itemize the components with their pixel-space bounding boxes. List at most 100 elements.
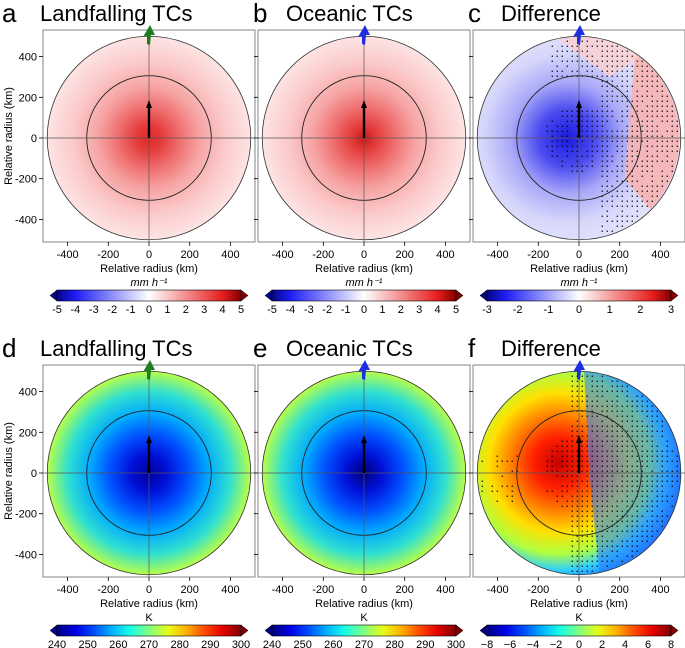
panel-letter: f [468,333,476,363]
x-tick-label: 400 [651,249,669,261]
y-tick-label: 0 [31,133,37,145]
significance-stippling [546,40,678,232]
colorbar-tick-label: 0 [146,304,152,316]
colorbar-tick-label: -2 [513,304,523,316]
colorbar-tick-label: 290 [416,639,434,648]
x-tick-label: -200 [527,249,549,261]
y-axis-label: Relative radius (km) [3,422,15,520]
colorbar-tick-label: 3 [668,304,674,316]
colorbar-tick-label: -5 [52,304,62,316]
x-tick-label: 200 [181,584,199,596]
colorbar-unit: mm h⁻¹ [346,277,383,289]
colorbar-tick-label: 2 [637,304,643,316]
panel-title: Difference [501,1,601,26]
x-tick-label: -200 [97,584,119,596]
colorbar [486,289,672,302]
panel-letter: b [253,0,267,28]
panel-d: -400 -200 0 200 400 Relative radius (km) 400 20… [2,333,256,648]
shear-vector-head [361,100,367,108]
x-axis-label: Relative radius (km) [530,263,628,275]
x-axis-label: Relative radius (km) [315,598,413,610]
y-tick-label: 400 [19,52,37,64]
colorbar-tick-label: −6 [504,639,517,648]
colorbar-tick-label: 250 [78,639,96,648]
colorbar-tick-label: 1 [164,304,170,316]
colorbar-right-extend [670,624,679,637]
colorbar [271,624,457,637]
storm-motion-arrow-icon [143,360,155,380]
x-tick-label: 200 [611,249,629,261]
colorbar-tick-label: 4 [622,639,628,648]
panel-title: Landfalling TCs [40,1,192,26]
x-tick-label: -400 [272,249,294,261]
shear-vector-head [576,435,582,443]
x-tick-label: 400 [651,584,669,596]
x-tick-label: -400 [57,584,79,596]
colorbar-left-extend [479,289,488,302]
colorbar-tick-label: 8 [668,639,674,648]
y-tick-label: 200 [19,427,37,439]
colorbar-left-extend [264,624,273,637]
panel-letter: a [2,0,17,28]
colorbar-tick-label: 270 [355,639,373,648]
panel-title: Oceanic TCs [286,336,413,361]
colorbar-tick-label: -3 [89,304,99,316]
x-tick-label: -400 [487,584,509,596]
x-tick-label: 0 [361,584,367,596]
x-tick-label: 200 [396,584,414,596]
y-tick-label: -200 [15,174,37,186]
x-tick-label: 0 [146,249,152,261]
colorbar-tick-label: 270 [140,639,158,648]
shear-vector-head [576,100,582,108]
colorbar-tick-label: 290 [201,639,219,648]
x-tick-label: -400 [272,584,294,596]
x-tick-label: 400 [436,584,454,596]
colorbar-tick-label: 4 [220,304,226,316]
colorbar-unit: K [145,612,153,624]
shear-vector-head [361,435,367,443]
colorbar-tick-label: 3 [201,304,207,316]
colorbar-tick-label: 2 [183,304,189,316]
colorbar-tick-label: -1 [543,304,553,316]
colorbar-tick-label: -1 [341,304,351,316]
panel-title: Oceanic TCs [286,1,413,26]
panel-title: Difference [501,336,601,361]
colorbar-right-extend [240,289,249,302]
x-tick-label: 400 [436,249,454,261]
colorbar-tick-label: 260 [324,639,342,648]
colorbar-unit: K [575,612,583,624]
storm-motion-arrow-icon [143,25,155,45]
x-tick-label: 400 [221,584,239,596]
y-tick-label: 400 [19,387,37,399]
x-tick-label: 200 [181,249,199,261]
colorbar-unit: mm h⁻¹ [561,277,598,289]
panel-title: Landfalling TCs [40,336,192,361]
storm-motion-arrow-icon [358,360,370,380]
x-tick-label: -400 [487,249,509,261]
colorbar-tick-label: 240 [263,639,281,648]
y-tick-label: -400 [15,214,37,226]
colorbar [56,624,242,637]
x-axis-label: Relative radius (km) [100,598,198,610]
colorbar-right-extend [240,624,249,637]
colorbar-tick-label: 4 [435,304,441,316]
x-tick-label: 0 [576,584,582,596]
panel-b: -400 -200 0 200 400 Relative radius (km) b Ocea… [253,0,471,316]
x-tick-label: -200 [312,249,334,261]
colorbar-tick-label: 2 [398,304,404,316]
x-axis-label: Relative radius (km) [315,263,413,275]
y-tick-label: 200 [19,92,37,104]
y-tick-label: 0 [31,468,37,480]
colorbar-unit: K [360,612,368,624]
colorbar-tick-label: 240 [48,639,66,648]
x-tick-label: 0 [361,249,367,261]
colorbar-unit: mm h⁻¹ [131,277,168,289]
shear-vector-head [146,100,152,108]
storm-motion-arrow-icon [358,25,370,45]
colorbar-tick-label: 1 [607,304,613,316]
panel-letter: d [2,333,16,363]
colorbar-tick-label: −8 [481,639,494,648]
colorbar-tick-label: 5 [238,304,244,316]
